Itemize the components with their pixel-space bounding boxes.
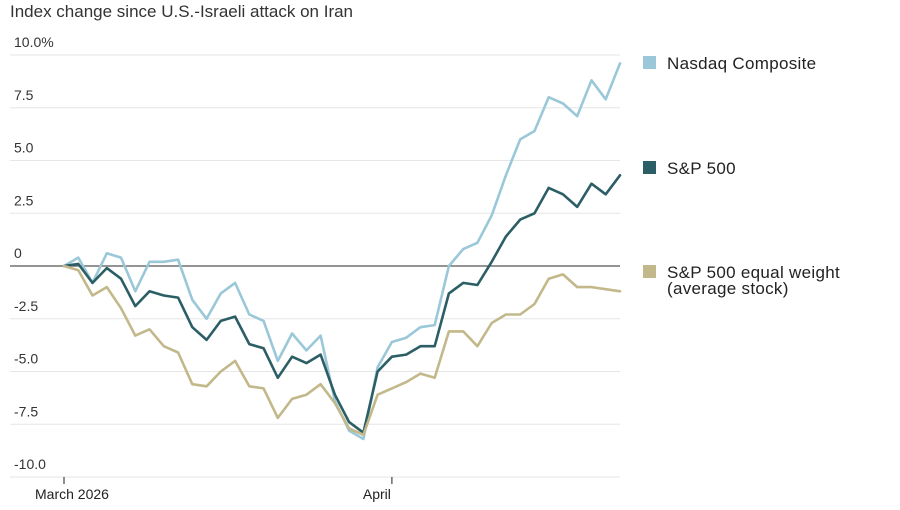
legend-swatch	[643, 265, 656, 278]
legend-label: (average stock)	[667, 279, 789, 298]
legend-swatch	[643, 161, 656, 174]
legend: Nasdaq Composite S&P 500 S&P 500 equal wei…	[643, 54, 840, 298]
legend-label: S&P 500 equal weight	[667, 263, 840, 282]
legend-swatch	[643, 56, 656, 69]
grid-lines	[10, 54, 620, 478]
chart-title: Index change since U.S.-Israeli attack o…	[10, 2, 353, 21]
y-axis-labels: 10.0% 7.5 5.0 2.5 0 -2.5 -5.0 -7.5 -10.0	[14, 34, 54, 472]
y-tick-label: 7.5	[14, 87, 34, 103]
legend-item: S&P 500 equal weight(average stock)	[643, 263, 840, 298]
y-tick-label: -2.5	[14, 298, 38, 314]
x-tick-label: March 2026	[35, 486, 109, 502]
series-line-nasdaq	[62, 62, 622, 441]
x-axis: March 2026 April	[35, 477, 393, 502]
y-tick-label: 2.5	[14, 192, 34, 208]
y-tick-label: 0	[14, 245, 22, 261]
y-tick-label: -10.0	[14, 456, 46, 472]
series-lines	[62, 62, 622, 441]
legend-item: Nasdaq Composite	[643, 54, 816, 73]
y-tick-label: 10.0%	[14, 34, 54, 50]
series-line-sp500	[62, 174, 622, 435]
series-line-sp500-equal-weight	[62, 264, 622, 437]
x-tick-label: April	[363, 486, 391, 502]
y-tick-label: -7.5	[14, 403, 38, 419]
legend-label: Nasdaq Composite	[667, 54, 816, 73]
y-tick-label: -5.0	[14, 351, 38, 367]
legend-label: S&P 500	[667, 159, 736, 178]
legend-item: S&P 500	[643, 159, 736, 178]
y-tick-label: 5.0	[14, 140, 34, 156]
